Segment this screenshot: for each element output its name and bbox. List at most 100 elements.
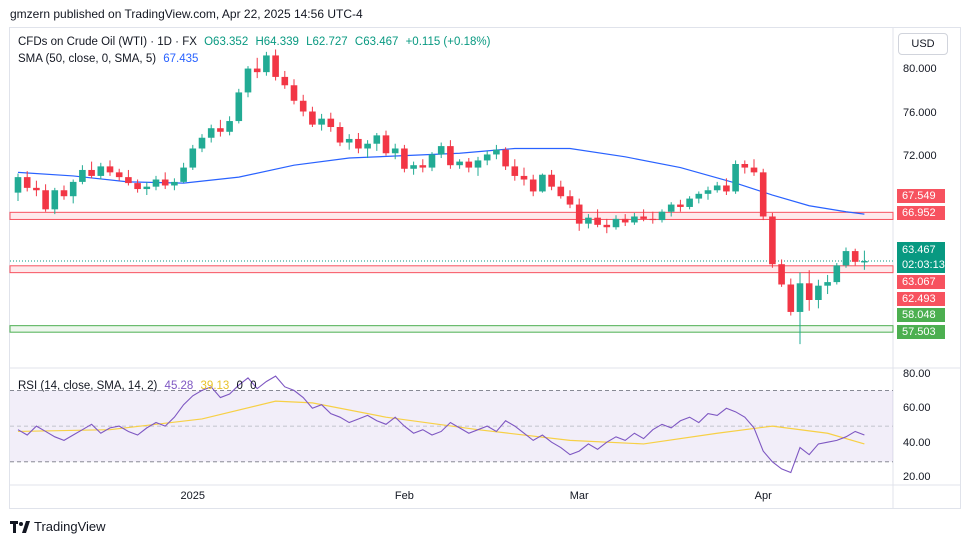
candle-body [713,185,721,191]
candle-body [787,284,795,312]
candle-body [677,204,684,207]
tradingview-icon [10,520,30,533]
level-badge-2: 62.493 [897,292,945,306]
price-badge: 63.467 02:03:13 [897,242,945,273]
candle-body [60,190,68,197]
candle-body [575,204,583,224]
rsi-tick: 40.00 [903,437,931,449]
candle-body [667,204,675,212]
candle-body [134,183,141,190]
low-value: L62.727 [306,36,348,48]
current-price: 63.467 [902,244,936,256]
candle-body [345,138,353,143]
time-axis-label: Mar [570,490,589,502]
candle-body [723,185,730,192]
candle-body [842,251,850,266]
change-value: +0.115 (+0.18%) [405,36,491,48]
level-badge-1: 63.067 [897,275,945,289]
rsi-extra-2: 0 [250,380,257,392]
candle-body [355,138,362,149]
tradingview-logo[interactable]: TradingView [10,519,106,534]
candle-body [437,146,445,155]
candle-body [235,92,243,122]
candle-body [796,283,804,312]
candle-body [861,260,868,263]
candle-body [244,68,252,93]
rsi-sma-value: 39.13 [200,380,230,392]
candle-body [741,164,749,168]
support-zone [9,325,894,333]
candle-body [548,174,555,187]
candle-body [226,121,233,132]
candle-body [189,148,197,168]
candle-body [566,196,574,205]
candle-body [171,181,178,186]
candle-body [419,165,427,168]
candle-body [198,137,206,149]
candle-body [815,285,822,300]
rsi-tick: 60.00 [903,402,931,414]
candle-body [391,148,399,154]
candle-body [612,218,620,228]
time-axis-label: 2025 [181,490,205,502]
candle-body [327,118,335,128]
rsi-value: 45.28 [164,380,194,392]
currency-button[interactable]: USD [898,33,948,55]
candle-body [263,55,270,73]
close-value: C63.467 [354,36,399,48]
candle-body [281,76,289,86]
price-tick: 72.000 [903,150,937,162]
candle-body [309,111,316,125]
candle-body [529,179,537,192]
candle-body [180,167,187,182]
candle-body [539,174,546,192]
publisher-line: gmzern published on TradingView.com, Apr… [10,7,363,21]
symbol-title[interactable]: CFDs on Crude Oil (WTI) · 1D · FX [18,36,197,48]
high-value: H64.339 [255,36,299,48]
candle-body [152,179,160,187]
candle-body [33,187,40,191]
rsi-legend[interactable]: RSI (14, close, SMA, 14, 2) 45.28 39.13 … [18,380,261,392]
candle-body [364,143,371,149]
open-value: O63.352 [204,36,249,48]
time-axis-label: Apr [755,490,772,502]
candle-body [483,154,491,161]
candle-body [833,265,841,283]
candle-body [465,161,473,168]
candle-body [695,193,703,199]
brand-name: TradingView [34,519,106,534]
price-legend: CFDs on Crude Oil (WTI) · 1D · FX O63.35… [18,36,494,48]
candle-body [805,283,813,300]
rsi-tick: 80.00 [903,368,931,380]
candle-body [474,160,482,168]
rsi-tick: 20.00 [903,471,931,483]
candle-body [42,190,49,210]
candle-body [640,216,647,219]
candle-body [79,169,86,182]
candle-body [658,211,666,221]
candle-body [97,166,105,176]
candle-body [778,264,785,285]
candle-body [704,190,712,194]
price-tick: 80.000 [903,63,937,75]
candle-body [585,217,592,224]
pivot-zone [9,265,894,274]
candle-body [456,161,463,166]
candle-body [502,149,509,167]
candle-body [621,218,629,223]
candle-body [290,85,298,101]
candle-body [382,135,390,154]
price-tick: 76.000 [903,107,937,119]
candle-body [336,127,344,143]
candle-body [299,100,307,112]
candle-body [217,128,224,132]
candle-body [732,164,739,192]
rsi-line [17,375,865,474]
candle-body [143,186,151,190]
candle-body [401,148,408,169]
candle-body [759,172,767,217]
candle-body [686,198,693,207]
candle-body [631,216,638,223]
sma-legend[interactable]: SMA (50, close, 0, SMA, 5) 67.435 [18,53,202,65]
